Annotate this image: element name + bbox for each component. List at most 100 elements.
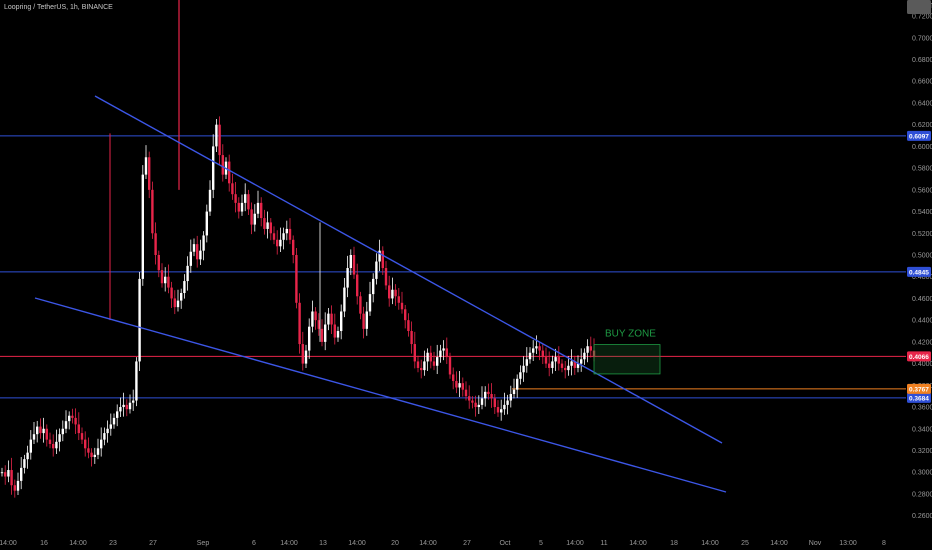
candle-body [567,365,570,371]
y-tick-label: 0.4800 [912,274,932,281]
x-tick-label: 13 [319,540,327,547]
candle-body [346,268,349,288]
candle-body [167,276,170,288]
candle-body [231,183,234,195]
candle-body [448,357,452,375]
candle-body [394,289,397,297]
candle-body [352,255,356,275]
candle-body [260,202,263,219]
candle-body [84,439,87,449]
candle-body [516,378,519,390]
candle-body [10,470,13,486]
candle-body [256,202,260,214]
candle-body [301,344,304,364]
candle-body [71,415,74,418]
candle-body [208,189,212,212]
y-tick-label: 0.4200 [912,339,932,346]
candle-body [548,363,551,368]
candle-body [154,233,157,255]
candle-body [164,276,167,284]
candle-body [586,346,589,353]
y-tick-label: 0.5400 [912,209,932,216]
candle-body [141,174,144,279]
y-tick-label: 0.7200 [912,14,932,21]
candle-body [292,239,295,255]
candle-body [128,402,132,410]
level-tag-bg [907,130,931,141]
candle-body [61,428,64,435]
candle-body [125,404,128,410]
candle-body [52,443,55,449]
candle-body [48,439,52,444]
x-tick-label: 14:00 [419,540,437,547]
candle-body [311,311,314,327]
candle-body [477,404,480,408]
candle-body [7,470,10,477]
candle-body [432,361,436,366]
candle-body [410,331,413,345]
candle-body [234,194,237,203]
candle-body [244,194,247,203]
buy-zone-label: BUY ZONE [605,329,656,340]
y-tick-label: 0.6400 [912,100,932,107]
y-tick-label: 0.6600 [912,79,932,86]
chart-title: Loopring / TetherUS, 1h, BINANCE [4,4,113,11]
candle-body [324,324,327,342]
candle-body [148,157,151,190]
candle-body [349,255,352,269]
current-price-bg [907,0,931,14]
candle-body [295,255,298,303]
y-tick-label: 0.3400 [912,426,932,433]
candle-body [359,296,362,314]
candle-body [266,222,269,229]
last-price-tag-bg [907,351,931,362]
candle-body [304,350,308,364]
candle-body [580,359,583,364]
candle-body [308,326,311,351]
candle-body [285,228,288,234]
candle-body [320,328,324,342]
candle-body [420,367,423,371]
y-tick-label: 0.5600 [912,187,932,194]
candle-body [135,361,138,401]
candle-body [362,313,365,329]
candle-body [176,300,180,308]
x-tick-label: 23 [109,540,117,547]
y-tick-label: 0.2600 [912,513,932,520]
candle-body [484,391,487,399]
candle-body [365,311,368,329]
candle-body [160,270,164,284]
candle-body [500,409,503,413]
candle-body [0,472,4,474]
candle-body [26,452,29,460]
candle-body [503,404,506,410]
candle-body [173,298,176,308]
candle-body [535,346,538,349]
candle-body [87,448,90,453]
candle-body [106,428,109,434]
candle-body [493,398,496,408]
level-tag-bg [907,392,931,403]
countdown-tag: 29:31 [911,0,927,2]
horizontal-levels [0,135,906,399]
candle-body [343,287,346,312]
y-tick-label: 0.5800 [912,166,932,173]
candle-body [333,324,336,338]
candle-body [455,380,458,388]
candle-body [32,434,36,440]
x-tick-label: 11 [600,540,607,547]
x-tick-label: 25 [741,540,749,547]
candle-body [564,367,567,371]
buy-zone: BUY ZONE [593,329,661,375]
candle-body [199,250,202,260]
x-tick-label: 27 [463,540,471,547]
y-tick-label: 0.3200 [912,448,932,455]
candle-body [205,211,208,236]
candle-body [39,426,42,434]
candle-body [93,454,96,457]
candle-body [157,255,160,271]
candle-body [436,357,439,366]
price-tags: 0.6097 0.4845 0.3684 0.3767 0.4066 0.405429:3… [907,0,931,403]
candle-body [330,313,333,325]
